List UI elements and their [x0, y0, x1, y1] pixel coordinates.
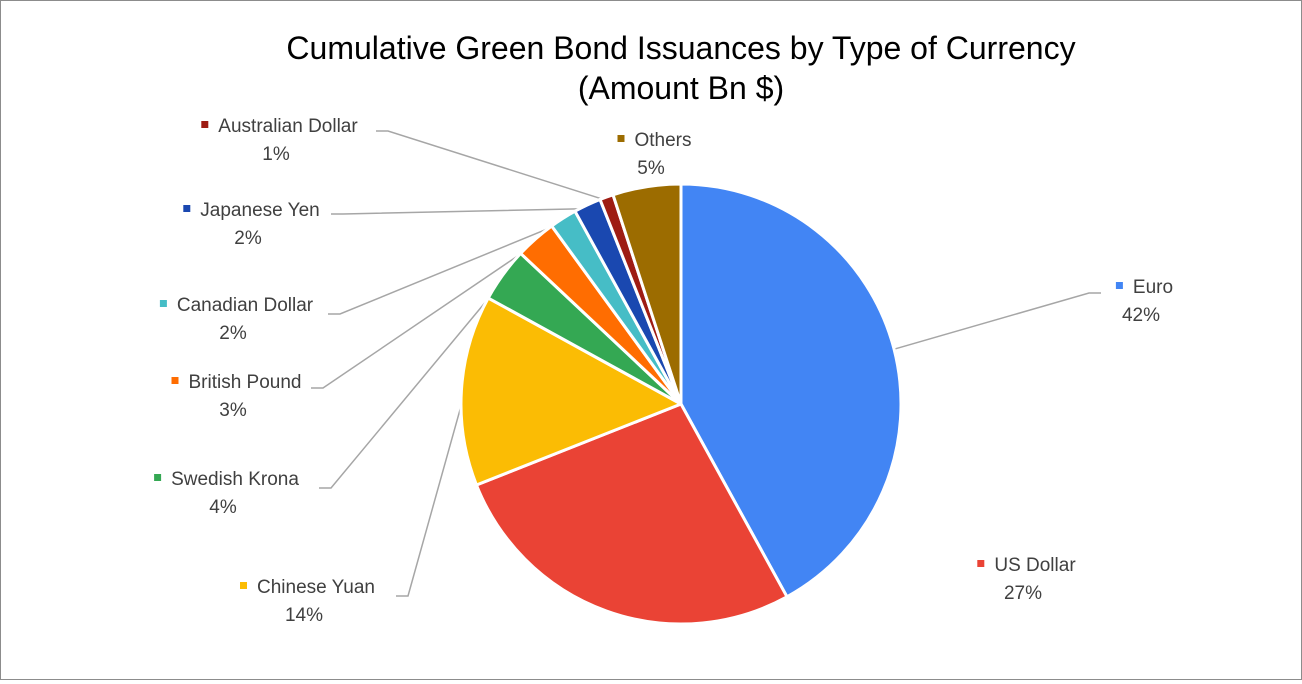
legend-marker-euro	[1115, 282, 1123, 289]
label-percent-us-dollar: 27%	[1004, 583, 1042, 604]
label-percent-japanese-yen: 2%	[234, 228, 262, 249]
label-canadian-dollar: Canadian Dollar 2%	[159, 295, 314, 344]
label-percent-chinese-yuan: 14%	[285, 605, 323, 626]
label-british-pound: British Pound 3%	[171, 372, 302, 421]
legend-marker-australian-dollar	[201, 121, 209, 128]
label-name-euro: Euro	[1133, 277, 1173, 298]
label-swedish-krona: Swedish Krona 4%	[154, 469, 299, 518]
label-percent-australian-dollar: 1%	[262, 144, 290, 165]
slice-us-dollar	[474, 402, 789, 626]
slice-others	[611, 182, 683, 406]
label-name-british-pound: British Pound	[188, 372, 301, 393]
leader-line-japanese-yen	[331, 207, 590, 215]
legend-marker-others	[617, 135, 625, 142]
label-name-japanese-yen: Japanese Yen	[200, 200, 319, 221]
leader-line-canadian-dollar	[328, 220, 566, 315]
label-name-canadian-dollar: Canadian Dollar	[177, 295, 314, 316]
legend-marker-swedish-krona	[154, 474, 162, 481]
pie-slices	[459, 182, 903, 626]
leader-line-chinese-yuan	[396, 390, 467, 597]
legend-marker-british-pound	[171, 377, 179, 384]
slice-chinese-yuan	[459, 296, 683, 487]
leader-line-swedish-krona	[319, 276, 507, 489]
chart-subtitle: (Amount Bn $)	[578, 70, 784, 106]
label-name-chinese-yuan: Chinese Yuan	[257, 577, 375, 598]
label-name-others: Others	[634, 130, 691, 151]
label-chinese-yuan: Chinese Yuan 14%	[240, 577, 375, 626]
label-japanese-yen: Japanese Yen 2%	[183, 200, 320, 249]
label-australian-dollar: Australian Dollar 1%	[201, 116, 358, 165]
leader-line-australian-dollar	[376, 130, 609, 202]
label-percent-euro: 42%	[1122, 305, 1160, 326]
label-percent-swedish-krona: 4%	[209, 497, 237, 518]
leader-line-british-pound	[311, 241, 539, 389]
legend-marker-canadian-dollar	[159, 300, 167, 307]
legend-marker-chinese-yuan	[240, 582, 247, 589]
chart-title: Cumulative Green Bond Issuances by Type …	[286, 30, 1075, 66]
legend-marker-japanese-yen	[183, 205, 191, 212]
data-labels: Euro 42% US Dollar 27% Chinese Yuan 14% Swedis…	[154, 116, 1173, 626]
label-percent-others: 5%	[637, 158, 665, 179]
label-us-dollar: US Dollar 27%	[977, 555, 1076, 604]
leader-lines	[311, 130, 1101, 597]
leader-line-euro	[889, 292, 1101, 352]
label-percent-british-pound: 3%	[219, 400, 247, 421]
legend-marker-us-dollar	[977, 560, 985, 567]
label-name-australian-dollar: Australian Dollar	[218, 116, 358, 137]
slice-euro	[679, 182, 903, 599]
label-euro: Euro 42%	[1115, 277, 1173, 326]
label-name-us-dollar: US Dollar	[994, 555, 1076, 576]
label-others: Others 5%	[617, 130, 692, 179]
label-name-swedish-krona: Swedish Krona	[171, 469, 299, 490]
label-percent-canadian-dollar: 2%	[219, 323, 247, 344]
